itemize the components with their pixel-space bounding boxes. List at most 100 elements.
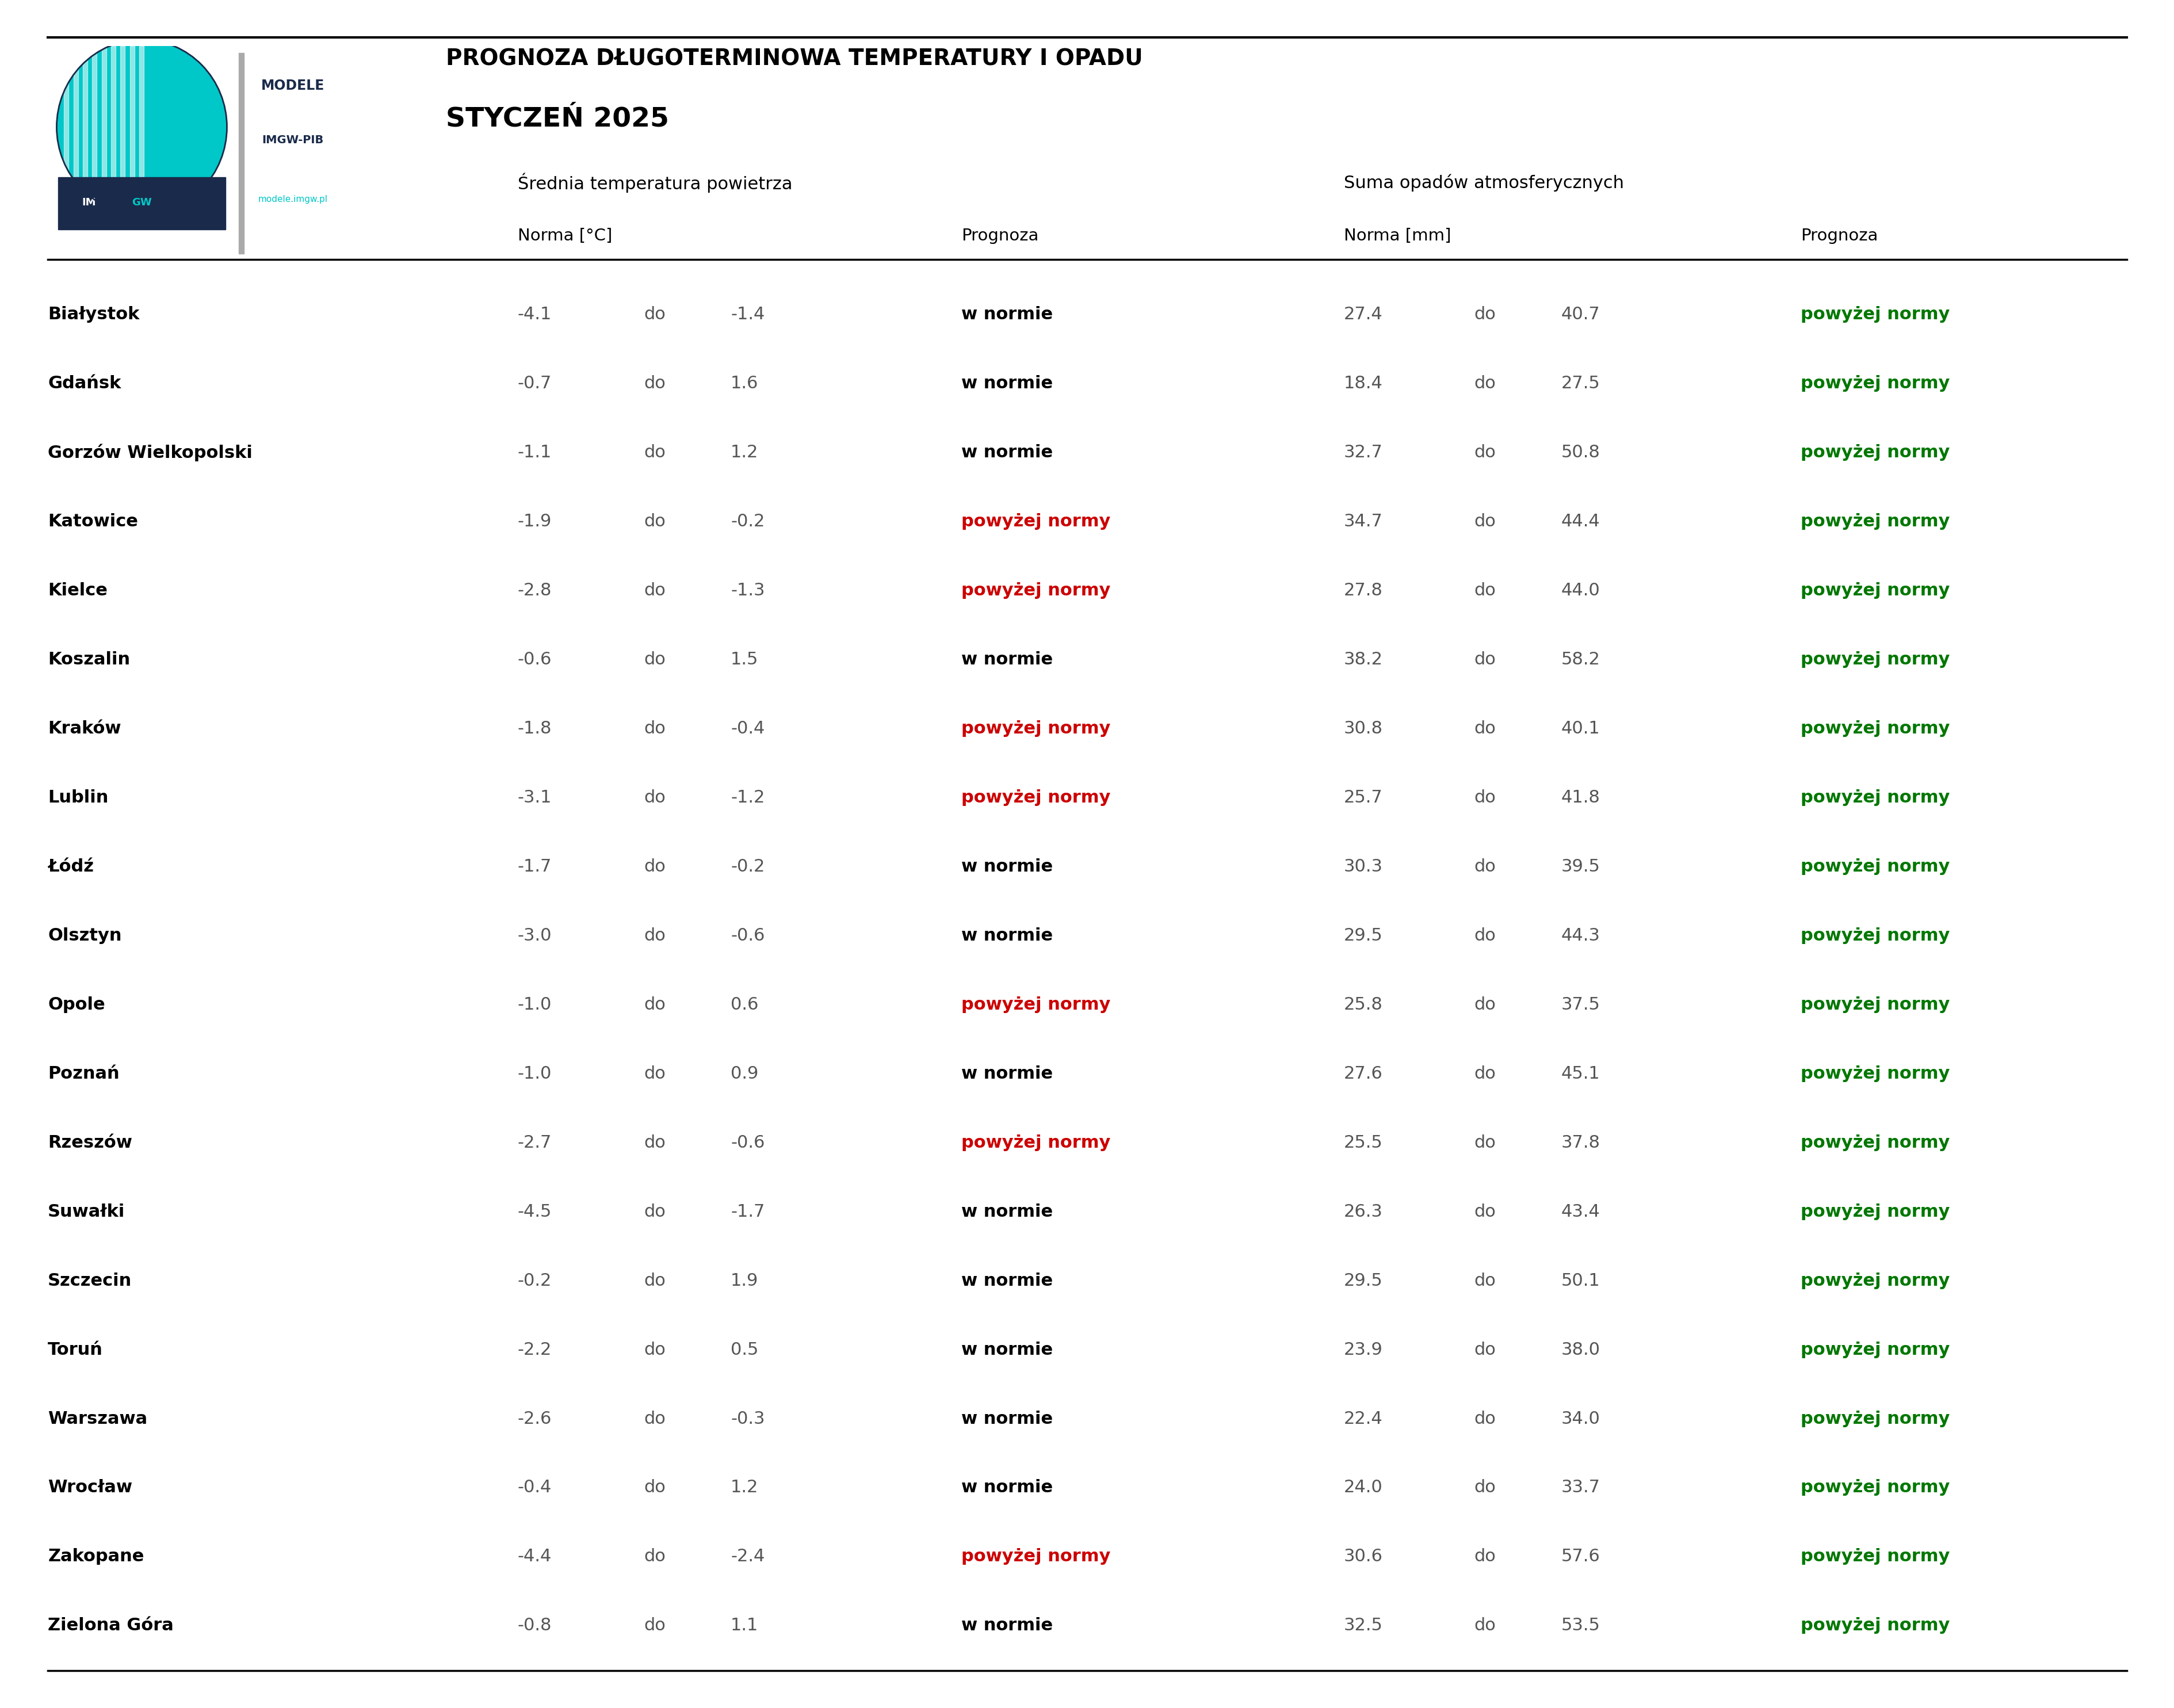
Text: -1.0: -1.0: [517, 996, 552, 1013]
Text: 0.6: 0.6: [730, 996, 759, 1013]
Text: do: do: [644, 859, 665, 874]
Text: IM: IM: [83, 196, 96, 208]
Text: -4.1: -4.1: [517, 306, 552, 323]
Text: 30.3: 30.3: [1344, 859, 1383, 874]
Text: powyżej normy: powyżej normy: [1800, 1272, 1950, 1290]
Text: do: do: [1474, 582, 1496, 600]
Text: do: do: [644, 1134, 665, 1151]
Text: -2.2: -2.2: [517, 1341, 552, 1358]
Text: powyżej normy: powyżej normy: [961, 1134, 1111, 1151]
Text: 40.7: 40.7: [1561, 306, 1600, 323]
Text: 44.4: 44.4: [1561, 514, 1600, 529]
Text: Opole: Opole: [48, 996, 104, 1013]
Bar: [102, 46, 107, 217]
Text: 1.6: 1.6: [730, 376, 759, 391]
Text: w normie: w normie: [961, 1066, 1052, 1081]
Text: 50.1: 50.1: [1561, 1272, 1600, 1290]
Text: 26.3: 26.3: [1344, 1204, 1383, 1220]
Text: -4.4: -4.4: [517, 1549, 552, 1565]
Text: w normie: w normie: [961, 927, 1052, 945]
Text: 45.1: 45.1: [1561, 1066, 1600, 1081]
Text: powyżej normy: powyżej normy: [1800, 789, 1950, 806]
Text: -0.4: -0.4: [730, 721, 765, 736]
Text: 1.5: 1.5: [730, 651, 759, 668]
Text: powyżej normy: powyżej normy: [1800, 1134, 1950, 1151]
Text: Norma [mm]: Norma [mm]: [1344, 227, 1450, 244]
Text: do: do: [644, 996, 665, 1013]
Text: powyżej normy: powyżej normy: [961, 721, 1111, 736]
Text: w normie: w normie: [961, 1479, 1052, 1496]
Bar: [239, 53, 243, 254]
Text: powyżej normy: powyżej normy: [1800, 1549, 1950, 1565]
Text: 58.2: 58.2: [1561, 651, 1600, 668]
Text: -0.3: -0.3: [730, 1411, 765, 1426]
Text: 37.8: 37.8: [1561, 1134, 1600, 1151]
Text: 24.0: 24.0: [1344, 1479, 1383, 1496]
Text: 40.1: 40.1: [1561, 721, 1600, 736]
Text: powyżej normy: powyżej normy: [1800, 514, 1950, 529]
Text: -1.4: -1.4: [730, 306, 765, 323]
Text: Kraków: Kraków: [48, 721, 122, 736]
Text: Suma opadów atmosferycznych: Suma opadów atmosferycznych: [1344, 174, 1624, 191]
Text: 34.0: 34.0: [1561, 1411, 1600, 1426]
Text: do: do: [1474, 306, 1496, 323]
Text: -1.2: -1.2: [730, 789, 765, 806]
Text: w normie: w normie: [961, 444, 1052, 461]
Text: 37.5: 37.5: [1561, 996, 1600, 1013]
Text: w normie: w normie: [961, 651, 1052, 668]
Text: 29.5: 29.5: [1344, 927, 1383, 945]
Text: modele.imgw.pl: modele.imgw.pl: [259, 195, 328, 203]
Text: 0.5: 0.5: [730, 1341, 759, 1358]
Text: -1.3: -1.3: [730, 582, 765, 600]
Text: 25.5: 25.5: [1344, 1134, 1383, 1151]
Text: 30.8: 30.8: [1344, 721, 1383, 736]
Bar: [83, 46, 87, 217]
Text: 27.8: 27.8: [1344, 582, 1383, 600]
Text: powyżej normy: powyżej normy: [1800, 376, 1950, 391]
Text: -1.8: -1.8: [517, 721, 552, 736]
Text: do: do: [1474, 1549, 1496, 1565]
Text: 57.6: 57.6: [1561, 1549, 1600, 1565]
Text: 41.8: 41.8: [1561, 789, 1600, 806]
Text: -0.8: -0.8: [517, 1617, 552, 1635]
Text: powyżej normy: powyżej normy: [1800, 1066, 1950, 1081]
Text: do: do: [644, 1204, 665, 1220]
Text: GW: GW: [133, 196, 152, 208]
Text: -3.1: -3.1: [517, 789, 552, 806]
Text: Prognoza: Prognoza: [1800, 227, 1878, 244]
Text: do: do: [1474, 1134, 1496, 1151]
Text: Łódź: Łódź: [48, 859, 93, 874]
Text: -1.9: -1.9: [517, 514, 552, 529]
Text: 1.1: 1.1: [730, 1617, 759, 1635]
Ellipse shape: [57, 39, 226, 215]
Text: PROGNOZA DŁUGOTERMINOWA TEMPERATURY I OPADU: PROGNOZA DŁUGOTERMINOWA TEMPERATURY I OP…: [446, 48, 1144, 70]
Text: do: do: [1474, 651, 1496, 668]
Text: 18.4: 18.4: [1344, 376, 1383, 391]
Text: 29.5: 29.5: [1344, 1272, 1383, 1290]
Text: do: do: [1474, 927, 1496, 945]
Text: do: do: [644, 789, 665, 806]
Text: w normie: w normie: [961, 1272, 1052, 1290]
Bar: [130, 46, 135, 217]
Text: do: do: [1474, 1479, 1496, 1496]
Text: do: do: [644, 1479, 665, 1496]
Text: Koszalin: Koszalin: [48, 651, 130, 668]
Text: IMGW-PIB: IMGW-PIB: [263, 135, 324, 145]
Bar: [111, 46, 115, 217]
Text: do: do: [644, 376, 665, 391]
Text: Lublin: Lublin: [48, 789, 109, 806]
Text: do: do: [1474, 789, 1496, 806]
Text: do: do: [1474, 1617, 1496, 1635]
Text: Białystok: Białystok: [48, 306, 139, 323]
Text: Wrocław: Wrocław: [48, 1479, 133, 1496]
Text: -0.6: -0.6: [730, 1134, 765, 1151]
Text: do: do: [1474, 1066, 1496, 1081]
Text: 33.7: 33.7: [1561, 1479, 1600, 1496]
Text: MODELE: MODELE: [261, 79, 324, 92]
Text: 38.0: 38.0: [1561, 1341, 1600, 1358]
Text: -2.7: -2.7: [517, 1134, 552, 1151]
Text: powyżej normy: powyżej normy: [961, 514, 1111, 529]
Text: -1.0: -1.0: [517, 1066, 552, 1081]
Text: powyżej normy: powyżej normy: [961, 1549, 1111, 1565]
Text: -2.8: -2.8: [517, 582, 552, 600]
